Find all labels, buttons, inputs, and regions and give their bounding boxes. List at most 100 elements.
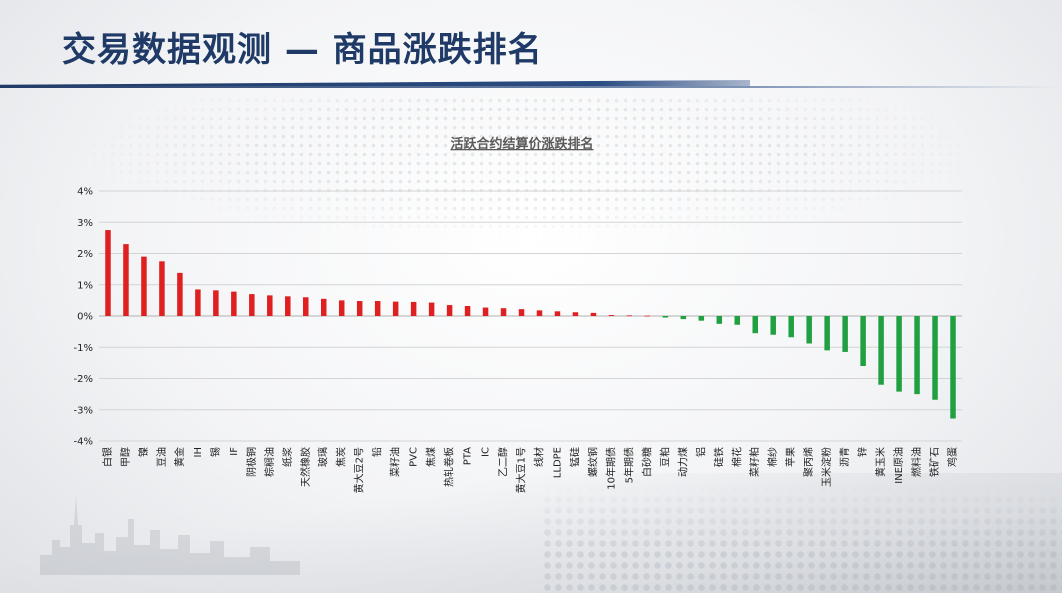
x-category-label: 5年期债 bbox=[622, 447, 635, 483]
bar bbox=[482, 307, 489, 316]
bar bbox=[878, 316, 884, 385]
bar bbox=[338, 300, 345, 316]
bar bbox=[860, 316, 866, 366]
bar bbox=[806, 316, 812, 344]
x-category-label: 锡 bbox=[209, 447, 222, 457]
x-category-label: PTA bbox=[463, 447, 474, 465]
x-category-label: LLDPE bbox=[552, 447, 563, 478]
x-axis-categories: 白银 甲醇镍豆油 黄金 IH 锡 IF 阴极铜 棕榈油 纸浆 天然橡胶 玻璃 焦炭 黄大豆2号铅菜籽油 P… bbox=[101, 447, 959, 494]
x-category-label: 硅铁 bbox=[712, 447, 725, 467]
bar bbox=[231, 291, 237, 316]
bar bbox=[554, 311, 561, 316]
x-category-label: 焦煤 bbox=[425, 447, 438, 467]
x-category-label: 黄玉米 bbox=[874, 447, 887, 477]
bar bbox=[644, 315, 651, 317]
bar bbox=[428, 302, 435, 316]
x-category-label: 甲醇 bbox=[119, 447, 132, 467]
bar bbox=[788, 316, 794, 338]
bar bbox=[626, 315, 633, 317]
x-category-label: 燃料油 bbox=[910, 447, 923, 477]
bar bbox=[105, 230, 111, 316]
bar bbox=[572, 312, 579, 316]
bar bbox=[464, 306, 471, 316]
x-category-label: 乙二醇 bbox=[497, 447, 510, 477]
x-category-label: 锰硅 bbox=[568, 447, 581, 467]
title-divider-line bbox=[0, 86, 1062, 88]
x-category-label: 镍 bbox=[137, 447, 150, 457]
x-category-label: 阴极铜 bbox=[245, 447, 258, 477]
x-category-label: 沥青 bbox=[838, 447, 851, 467]
bar bbox=[267, 295, 273, 316]
bar bbox=[608, 315, 615, 316]
bar bbox=[950, 316, 956, 419]
bar bbox=[159, 261, 165, 316]
y-axis-ticks: 4% 3% 2% 1% 0% -1% -2% -3% -4% bbox=[74, 187, 93, 448]
bar bbox=[914, 316, 920, 395]
background-sweep bbox=[0, 473, 1062, 593]
y-tick-label: 0% bbox=[77, 312, 93, 323]
bar bbox=[536, 310, 543, 316]
x-category-label: 黄金 bbox=[173, 447, 186, 467]
bar bbox=[249, 294, 255, 316]
y-tick-label: -2% bbox=[74, 374, 93, 385]
y-tick-label: -4% bbox=[74, 437, 93, 448]
bar bbox=[177, 272, 183, 316]
y-tick-label: 3% bbox=[77, 218, 93, 229]
title-underline-bar bbox=[0, 80, 750, 88]
x-category-label: 铁矿石 bbox=[928, 447, 941, 477]
x-category-label: 热轧卷板 bbox=[443, 447, 456, 487]
x-category-label: 聚丙烯 bbox=[802, 447, 815, 477]
x-category-label: 黄大豆1号 bbox=[515, 447, 528, 493]
x-category-label: 焦炭 bbox=[335, 447, 348, 467]
x-category-label: 豆粕 bbox=[658, 447, 671, 467]
x-category-label: 菜籽油 bbox=[389, 447, 402, 477]
bar bbox=[680, 316, 687, 320]
x-category-label: 黄大豆2号 bbox=[353, 447, 366, 493]
x-category-label: IH bbox=[193, 447, 204, 457]
bar bbox=[356, 301, 363, 316]
x-category-label: 棉纱 bbox=[766, 447, 779, 467]
bar bbox=[770, 316, 776, 335]
x-category-label: 苹果 bbox=[784, 447, 797, 467]
x-category-label: 线材 bbox=[532, 447, 545, 467]
x-category-label: IC bbox=[481, 447, 492, 457]
y-tick-label: 2% bbox=[77, 249, 93, 260]
x-category-label: 玉米淀粉 bbox=[820, 447, 833, 487]
bar bbox=[374, 301, 381, 316]
x-category-label: 豆油 bbox=[155, 447, 168, 467]
y-tick-label: 1% bbox=[77, 280, 93, 291]
chart-title: 活跃合约结算价涨跌排名 bbox=[450, 136, 593, 152]
x-category-label: 铝 bbox=[695, 447, 707, 457]
chart-gridlines bbox=[99, 190, 962, 442]
x-category-label: 白银 bbox=[101, 447, 114, 467]
hexagon-pattern-background bbox=[542, 483, 1062, 593]
bar bbox=[590, 312, 597, 316]
x-category-label: 铅 bbox=[371, 447, 384, 457]
bar bbox=[303, 297, 309, 316]
bar bbox=[734, 316, 741, 325]
x-category-label: 天然橡胶 bbox=[299, 447, 312, 487]
x-category-label: 棉花 bbox=[730, 447, 743, 467]
x-category-label: PVC bbox=[409, 447, 420, 467]
y-tick-label: -1% bbox=[74, 343, 93, 354]
x-category-label: 白砂糖 bbox=[640, 447, 653, 477]
bar bbox=[662, 316, 669, 318]
x-category-label: 玻璃 bbox=[317, 447, 330, 467]
bar bbox=[123, 244, 129, 316]
bar bbox=[213, 290, 219, 316]
x-category-label: INE原油 bbox=[892, 447, 905, 484]
x-category-label: 螺纹钢 bbox=[586, 447, 599, 477]
x-category-label: 鸡蛋 bbox=[946, 447, 959, 467]
bar bbox=[285, 296, 291, 316]
bar bbox=[320, 298, 327, 316]
x-category-label: 10年期债 bbox=[604, 447, 617, 490]
bar bbox=[896, 316, 902, 392]
bar bbox=[410, 301, 417, 316]
slide-title: 交易数据观测 — 商品涨跌排名 bbox=[62, 30, 543, 70]
bar bbox=[195, 289, 201, 316]
bar bbox=[716, 316, 723, 324]
chart-bars bbox=[105, 230, 956, 419]
x-category-label: 纸浆 bbox=[281, 447, 294, 467]
bar bbox=[446, 305, 453, 316]
